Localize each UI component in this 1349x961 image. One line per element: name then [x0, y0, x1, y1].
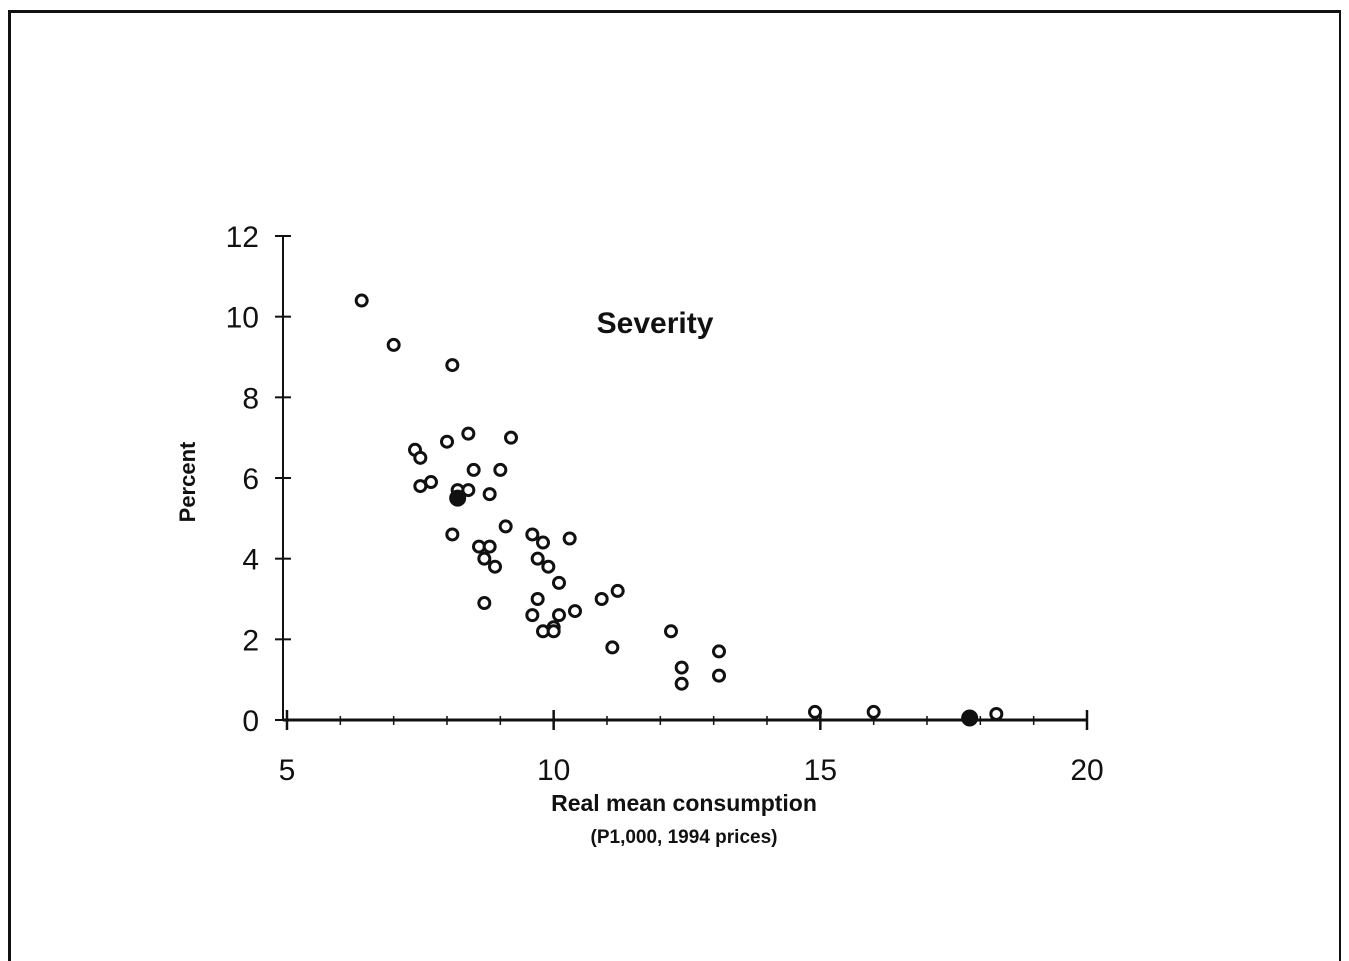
data-point — [530, 592, 545, 606]
data-point — [546, 624, 561, 639]
chart-title: Severity — [597, 307, 714, 340]
data-point — [461, 426, 476, 441]
y-tick-label: 2 — [242, 624, 259, 657]
x-axis-label: Real mean consumption — [551, 790, 817, 816]
data-point — [610, 583, 625, 598]
axes: 0 2 4 6 8 10 12 5 10 15 20 — [226, 221, 1104, 787]
data-point — [493, 462, 508, 477]
chart-frame — [8, 10, 1341, 961]
y-tick-label: 6 — [242, 463, 259, 496]
x-axis-sublabel: (P1,000, 1994 prices) — [591, 827, 778, 848]
data-point — [525, 527, 540, 542]
y-tick-label: 0 — [242, 705, 259, 738]
data-point — [504, 430, 518, 445]
data-point — [866, 704, 881, 719]
data-point — [712, 668, 726, 683]
data-point — [712, 644, 726, 659]
x-tick-label: 15 — [804, 754, 837, 787]
x-tick-label: 10 — [537, 754, 570, 787]
data-point — [536, 535, 550, 550]
data-point — [552, 575, 566, 590]
y-tick-label: 10 — [226, 302, 259, 335]
data-point — [482, 487, 497, 502]
data-point — [541, 559, 556, 574]
data-point — [525, 608, 540, 623]
y-tick-label: 8 — [242, 382, 259, 415]
data-point — [386, 337, 401, 352]
data-point — [445, 527, 460, 542]
x-tick-label: 20 — [1070, 754, 1103, 787]
data-point — [605, 640, 620, 655]
y-tick-label: 4 — [242, 544, 259, 577]
data-point — [664, 624, 678, 639]
data-point — [413, 450, 428, 465]
data-point — [482, 539, 497, 554]
data-points — [354, 293, 1004, 727]
data-point — [552, 608, 566, 623]
data-point — [530, 551, 545, 566]
data-point — [498, 519, 513, 534]
data-point — [466, 462, 481, 477]
data-point — [562, 531, 577, 546]
data-point — [674, 676, 689, 691]
data-point — [488, 559, 502, 574]
data-point — [674, 660, 689, 675]
data-point-filled — [449, 489, 467, 507]
data-point — [424, 475, 438, 490]
data-point — [477, 596, 492, 611]
y-tick-label: 12 — [226, 221, 259, 254]
data-point — [445, 358, 460, 373]
data-point — [477, 551, 492, 566]
data-point — [989, 706, 1004, 721]
data-point — [354, 293, 369, 308]
x-tick-label: 5 — [279, 754, 296, 787]
data-point — [568, 604, 582, 619]
y-axis-label: Percent — [175, 441, 200, 522]
data-point — [594, 592, 609, 606]
data-point — [440, 434, 454, 449]
data-point-filled — [961, 709, 979, 727]
data-point — [461, 483, 476, 498]
data-point — [808, 704, 822, 719]
